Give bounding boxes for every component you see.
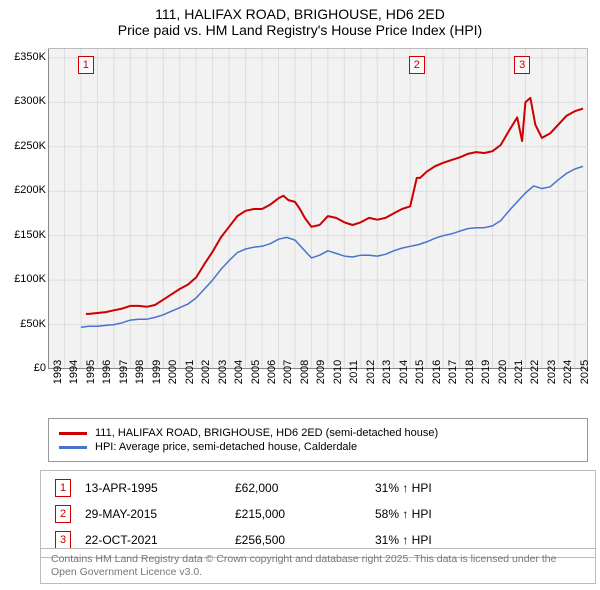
sale-delta: 31% ↑ HPI [375,533,581,547]
chart-title-block: 111, HALIFAX ROAD, BRIGHOUSE, HD6 2ED Pr… [0,0,600,38]
x-tick-label: 2016 [431,360,443,384]
y-tick-label: £50K [20,318,46,330]
attribution-text: Contains HM Land Registry data © Crown c… [40,548,596,584]
title-line-1: 111, HALIFAX ROAD, BRIGHOUSE, HD6 2ED [0,6,600,22]
sale-marker: 3 [55,531,71,549]
x-tick-label: 2021 [513,360,525,384]
x-tick-label: 2019 [480,360,492,384]
chart-svg [48,49,588,369]
y-tick-label: £100K [14,273,46,285]
y-tick-label: £300K [14,95,46,107]
sale-delta: 31% ↑ HPI [375,481,581,495]
x-tick-label: 2025 [579,360,591,384]
x-tick-label: 1996 [101,360,113,384]
x-tick-label: 2017 [447,360,459,384]
chart-plot-area [48,48,588,368]
sale-date: 29-MAY-2015 [85,507,235,521]
x-tick-label: 2013 [381,360,393,384]
x-tick-label: 1999 [151,360,163,384]
x-tick-label: 1995 [85,360,97,384]
x-tick-label: 2008 [299,360,311,384]
x-tick-label: 2002 [200,360,212,384]
y-tick-label: £200K [14,184,46,196]
legend-swatch [59,432,87,435]
x-tick-label: 1998 [134,360,146,384]
sale-date: 13-APR-1995 [85,481,235,495]
x-tick-label: 2007 [282,360,294,384]
x-tick-label: 2000 [167,360,179,384]
legend-row: 111, HALIFAX ROAD, BRIGHOUSE, HD6 2ED (s… [59,427,577,439]
legend: 111, HALIFAX ROAD, BRIGHOUSE, HD6 2ED (s… [48,418,588,462]
legend-swatch [59,446,87,449]
x-tick-label: 1994 [68,360,80,384]
sale-delta: 58% ↑ HPI [375,507,581,521]
x-tick-label: 2011 [348,360,360,384]
legend-label: 111, HALIFAX ROAD, BRIGHOUSE, HD6 2ED (s… [95,427,438,439]
x-tick-label: 2014 [398,360,410,384]
chart-marker: 2 [409,56,425,74]
x-tick-label: 2004 [233,360,245,384]
sale-price: £62,000 [235,481,375,495]
x-tick-label: 2003 [217,360,229,384]
sale-date: 22-OCT-2021 [85,533,235,547]
x-tick-label: 2024 [562,360,574,384]
x-tick-label: 2009 [315,360,327,384]
x-tick-label: 2012 [365,360,377,384]
sale-price: £215,000 [235,507,375,521]
sale-price: £256,500 [235,533,375,547]
chart-marker: 3 [514,56,530,74]
chart-marker: 1 [78,56,94,74]
legend-label: HPI: Average price, semi-detached house,… [95,441,357,453]
x-tick-label: 2001 [184,360,196,384]
y-tick-label: £250K [14,140,46,152]
x-tick-label: 2006 [266,360,278,384]
y-tick-label: £350K [14,51,46,63]
x-tick-label: 1997 [118,360,130,384]
x-tick-label: 2010 [332,360,344,384]
x-tick-label: 2018 [464,360,476,384]
sale-marker: 1 [55,479,71,497]
x-tick-label: 2023 [546,360,558,384]
x-tick-label: 2022 [529,360,541,384]
x-tick-label: 2005 [250,360,262,384]
legend-row: HPI: Average price, semi-detached house,… [59,441,577,453]
y-tick-label: £150K [14,229,46,241]
title-line-2: Price paid vs. HM Land Registry's House … [0,22,600,38]
x-tick-label: 2015 [414,360,426,384]
sale-marker: 2 [55,505,71,523]
x-tick-label: 2020 [497,360,509,384]
y-tick-label: £0 [34,362,46,374]
x-tick-label: 1993 [52,360,64,384]
sales-table: 113-APR-1995£62,00031% ↑ HPI229-MAY-2015… [40,470,596,558]
